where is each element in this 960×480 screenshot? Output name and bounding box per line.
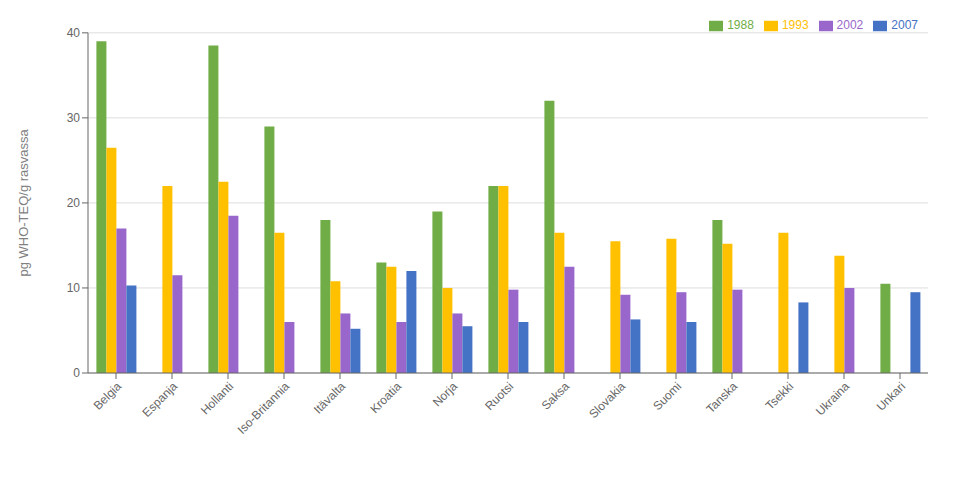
- svg-text:Norja: Norja: [430, 379, 460, 409]
- svg-text:Ruotsi: Ruotsi: [482, 379, 516, 413]
- svg-text:Itävalta: Itävalta: [311, 379, 348, 416]
- svg-text:Tanska: Tanska: [703, 379, 740, 416]
- svg-text:10: 10: [67, 281, 81, 295]
- svg-text:Saksa: Saksa: [539, 379, 573, 413]
- svg-text:20: 20: [67, 196, 81, 210]
- svg-text:Kroatia: Kroatia: [367, 379, 404, 416]
- svg-text:Suomi: Suomi: [650, 379, 684, 413]
- svg-text:Espanja: Espanja: [140, 379, 181, 420]
- svg-text:Ukraina: Ukraina: [813, 379, 852, 418]
- svg-text:pg WHO-TEQ/g rasvassa: pg WHO-TEQ/g rasvassa: [16, 128, 31, 276]
- svg-text:0: 0: [73, 366, 80, 380]
- svg-text:Iso-Britannia: Iso-Britannia: [235, 379, 293, 437]
- svg-text:Hollanti: Hollanti: [198, 379, 236, 417]
- svg-text:Slovakia: Slovakia: [586, 379, 628, 421]
- html-text:2002: 2002: [836, 18, 864, 32]
- svg-text:Tsekki: Tsekki: [763, 379, 796, 412]
- html-text:1993: 1993: [781, 18, 809, 32]
- svg-text:40: 40: [67, 26, 81, 40]
- html-text:1988: 1988: [727, 18, 754, 32]
- svg-text:Belgia: Belgia: [91, 379, 125, 413]
- svg-text:Unkari: Unkari: [874, 379, 908, 413]
- html-text:2007: 2007: [891, 18, 918, 32]
- svg-text:30: 30: [67, 111, 81, 125]
